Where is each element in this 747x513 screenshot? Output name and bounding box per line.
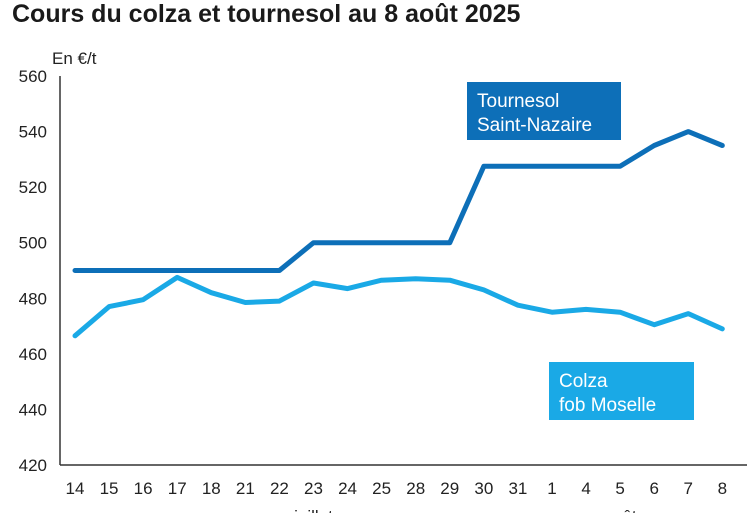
month-label: août — [604, 507, 637, 513]
x-tick-label: 14 — [66, 479, 85, 498]
series-label-box — [549, 362, 694, 420]
x-tick-label: 6 — [649, 479, 658, 498]
series-label-text: Colza — [559, 371, 608, 392]
x-tick-label: 15 — [100, 479, 119, 498]
series-label-text: fob Moselle — [559, 395, 656, 416]
x-tick-label: 31 — [508, 479, 527, 498]
y-tick-label: 420 — [19, 456, 47, 475]
x-tick-label: 5 — [615, 479, 624, 498]
y-tick-label: 460 — [19, 345, 47, 364]
x-tick-label: 30 — [474, 479, 493, 498]
x-tick-label: 28 — [406, 479, 425, 498]
series-label-text: Saint-Nazaire — [477, 115, 592, 136]
series-label-text: Tournesol — [477, 91, 559, 112]
x-tick-label: 8 — [718, 479, 727, 498]
x-tick-label: 16 — [134, 479, 153, 498]
series-lines — [72, 129, 725, 339]
series-label-0: Tournesol Saint-Nazaire — [467, 82, 621, 140]
y-tick-label: 560 — [19, 67, 47, 86]
series-line-1 — [72, 274, 725, 339]
x-tick-label: 21 — [236, 479, 255, 498]
y-tick-label: 520 — [19, 178, 47, 197]
month-label: juillet — [293, 507, 333, 513]
x-tick-label: 22 — [270, 479, 289, 498]
y-tick-label: 440 — [19, 400, 47, 419]
series-label-1: Colza fob Moselle — [549, 362, 694, 420]
y-ticks: 420 440 460 480 500 520 540 560 — [19, 67, 47, 475]
unit-label: En €/t — [52, 49, 97, 68]
chart-title: Cours du colza et tournesol au 8 août 20… — [12, 0, 521, 28]
x-tick-label: 24 — [338, 479, 357, 498]
x-tick-label: 17 — [168, 479, 187, 498]
x-tick-label: 18 — [202, 479, 221, 498]
y-tick-label: 500 — [19, 234, 47, 253]
month-labels: juillet août — [293, 507, 637, 513]
x-tick-label: 25 — [372, 479, 391, 498]
x-tick-label: 29 — [440, 479, 459, 498]
x-tick-label: 1 — [547, 479, 556, 498]
series-label-box — [467, 82, 621, 140]
x-tick-label: 23 — [304, 479, 323, 498]
y-tick-label: 540 — [19, 123, 47, 142]
x-ticks: 14 15 16 17 18 21 22 23 24 25 28 29 30 31 1 4 5 6 7 8 — [66, 479, 728, 498]
y-tick-label: 480 — [19, 289, 47, 308]
x-tick-label: 4 — [581, 479, 590, 498]
x-tick-label: 7 — [684, 479, 693, 498]
series-line-0 — [72, 129, 725, 273]
series-labels: Tournesol Saint-Nazaire Colza fob Moselle — [467, 82, 694, 420]
